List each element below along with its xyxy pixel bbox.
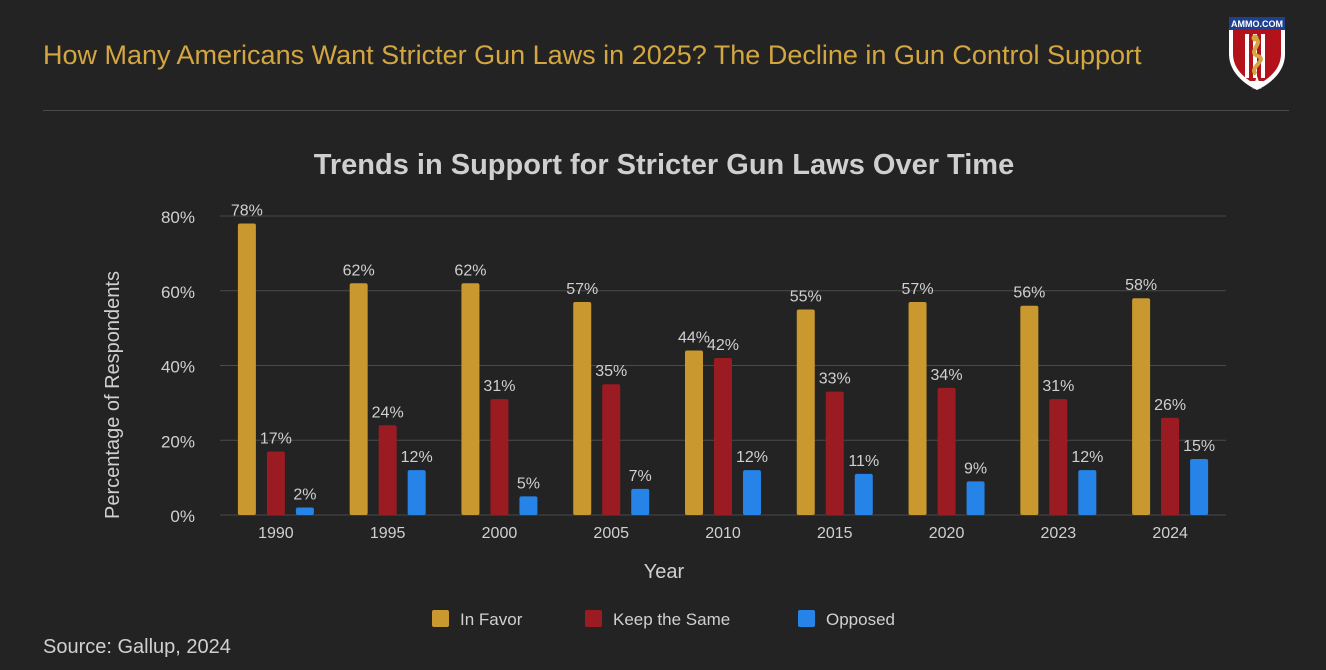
chart-svg: Trends in Support for Stricter Gun Laws … xyxy=(102,149,1226,629)
bar-in-favor-1990[interactable] xyxy=(237,223,256,515)
chart-legend: In Favor Keep the Same Opposed xyxy=(432,610,895,629)
bar-chart: Trends in Support for Stricter Gun Laws … xyxy=(0,120,1326,640)
bar-keep-the-same-1995[interactable] xyxy=(378,425,397,515)
data-label: 62% xyxy=(343,262,375,279)
bar-opposed-1990[interactable] xyxy=(295,507,314,515)
data-label: 26% xyxy=(1154,397,1186,414)
x-tick-label: 2000 xyxy=(482,525,518,542)
x-tick-label: 1995 xyxy=(370,525,406,542)
data-label: 62% xyxy=(454,262,486,279)
y-tick-label: 20% xyxy=(161,432,195,451)
data-label: 33% xyxy=(819,371,851,388)
shield-logo-icon: AMMO.COM xyxy=(1229,17,1285,90)
x-tick-label: 2023 xyxy=(1041,525,1077,542)
x-tick-label: 1990 xyxy=(258,525,294,542)
data-label: 31% xyxy=(483,378,515,395)
legend-label: In Favor xyxy=(460,610,523,629)
bar-keep-the-same-2023[interactable] xyxy=(1049,399,1068,515)
bar-keep-the-same-2010[interactable] xyxy=(714,358,732,515)
y-axis-label: Percentage of Respondents xyxy=(102,271,124,519)
data-label: 58% xyxy=(1125,277,1157,294)
bar-in-favor-2000[interactable] xyxy=(461,283,480,515)
data-label: 5% xyxy=(517,475,540,492)
data-label: 42% xyxy=(707,337,739,354)
ammo-com-logo[interactable]: AMMO.COM xyxy=(1226,14,1288,92)
bar-keep-the-same-2000[interactable] xyxy=(490,399,509,515)
bar-keep-the-same-2024[interactable] xyxy=(1161,417,1180,515)
data-label: 44% xyxy=(678,330,710,347)
bar-keep-the-same-1990[interactable] xyxy=(266,451,285,515)
bar-in-favor-2023[interactable] xyxy=(1020,305,1039,515)
legend-swatch xyxy=(432,610,449,627)
legend-swatch xyxy=(798,610,815,627)
bar-in-favor-2005[interactable] xyxy=(573,301,592,515)
bar-keep-the-same-2005[interactable] xyxy=(602,384,621,515)
data-label: 12% xyxy=(1071,449,1103,466)
data-label: 17% xyxy=(260,430,292,447)
bar-in-favor-2020[interactable] xyxy=(908,301,927,515)
y-tick-label: 60% xyxy=(161,283,195,302)
data-label: 57% xyxy=(566,281,598,298)
bar-opposed-2020[interactable] xyxy=(966,481,985,515)
legend-swatch xyxy=(585,610,602,627)
x-tick-label: 2005 xyxy=(593,525,629,542)
bar-in-favor-2015[interactable] xyxy=(796,309,815,515)
data-label: 56% xyxy=(1013,285,1045,302)
page-title: How Many Americans Want Stricter Gun Law… xyxy=(43,40,1142,70)
bar-opposed-2015[interactable] xyxy=(854,473,873,515)
bar-in-favor-2024[interactable] xyxy=(1132,298,1151,515)
data-label: 11% xyxy=(848,453,879,470)
x-tick-label: 2020 xyxy=(929,525,965,542)
bar-opposed-1995[interactable] xyxy=(407,470,426,515)
data-label: 24% xyxy=(372,404,404,421)
data-label: 55% xyxy=(790,288,822,305)
data-label: 12% xyxy=(401,449,433,466)
data-label: 31% xyxy=(1042,378,1074,395)
bar-in-favor-2010[interactable] xyxy=(685,350,703,515)
bar-opposed-2000[interactable] xyxy=(519,496,538,515)
logo-text: AMMO.COM xyxy=(1231,19,1283,29)
data-label: 57% xyxy=(902,281,934,298)
data-label: 78% xyxy=(231,202,263,219)
bar-opposed-2005[interactable] xyxy=(631,488,650,515)
y-tick-label: 40% xyxy=(161,358,195,377)
x-tick-label: 2010 xyxy=(705,525,741,542)
bar-keep-the-same-2015[interactable] xyxy=(825,391,844,515)
chart-title: Trends in Support for Stricter Gun Laws … xyxy=(314,149,1014,181)
legend-label: Keep the Same xyxy=(613,610,730,629)
header-divider xyxy=(43,110,1289,111)
x-tick-label: 2024 xyxy=(1152,525,1188,542)
data-label: 15% xyxy=(1183,438,1215,455)
data-label: 12% xyxy=(736,449,768,466)
data-label: 35% xyxy=(595,363,627,380)
bar-opposed-2023[interactable] xyxy=(1078,470,1097,515)
bar-keep-the-same-2020[interactable] xyxy=(937,387,956,515)
y-tick-label: 80% xyxy=(161,208,195,227)
bar-opposed-2010[interactable] xyxy=(743,470,761,515)
y-tick-label: 0% xyxy=(170,507,195,526)
legend-label: Opposed xyxy=(826,610,895,629)
bar-opposed-2024[interactable] xyxy=(1190,458,1209,515)
data-label: 7% xyxy=(629,468,652,485)
x-tick-label: 2015 xyxy=(817,525,853,542)
data-label: 34% xyxy=(931,367,963,384)
data-label: 9% xyxy=(964,460,987,477)
source-note: Source: Gallup, 2024 xyxy=(43,636,231,658)
x-axis-label: Year xyxy=(644,561,685,583)
bar-in-favor-1995[interactable] xyxy=(349,283,368,515)
data-label: 2% xyxy=(293,487,316,504)
